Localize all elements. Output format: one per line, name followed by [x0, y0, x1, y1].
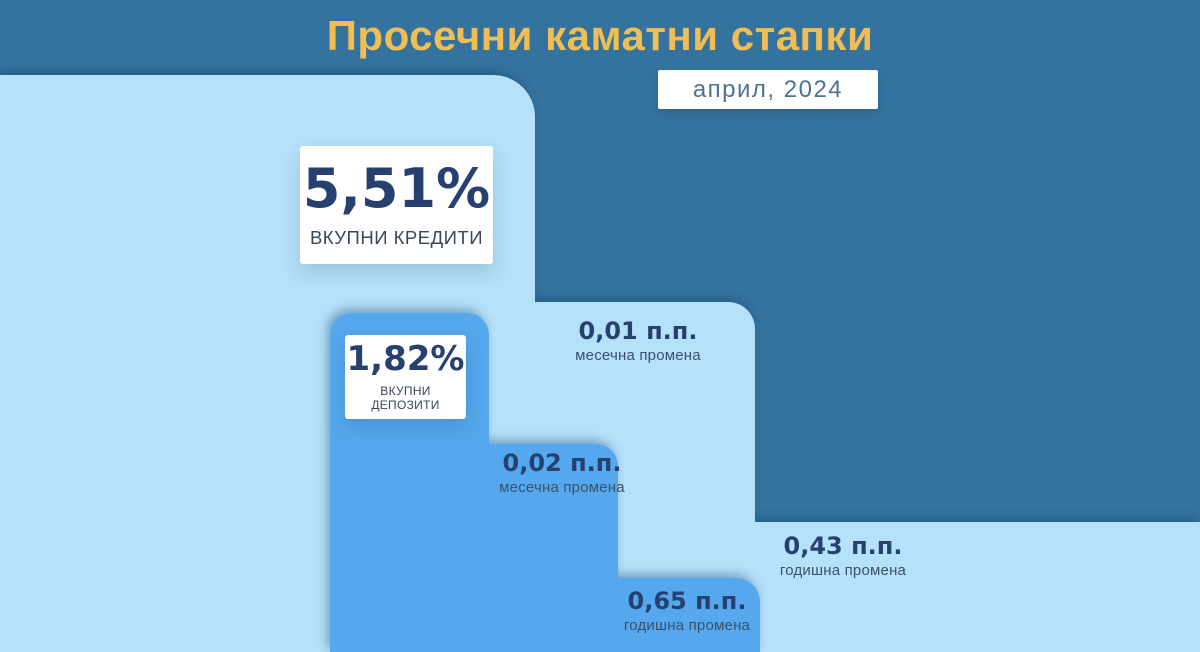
loans-annual-change-value: 0,43 п.п.: [783, 532, 903, 560]
loans-annual-change-label: годишна промена: [779, 562, 907, 580]
deposits-annual-change-label: годишна промена: [623, 617, 751, 635]
deposits-monthly-change-value: 0,02 п.п.: [502, 449, 622, 477]
loans-rate-value: 5,51%: [302, 157, 491, 221]
deposits-annual-change: 0,65 п.п. годишна промена: [557, 587, 817, 635]
deposits-monthly-change: 0,02 п.п. месечна промена: [432, 449, 692, 497]
deposits-card: 1,82% ВКУПНИ ДЕПОЗИТИ: [345, 335, 466, 419]
loans-annual-change: 0,43 п.п. годишна промена: [713, 532, 973, 580]
loans-monthly-change-value: 0,01 п.п.: [578, 317, 698, 345]
loans-rate-label: ВКУПНИ КРЕДИТИ: [309, 226, 484, 248]
loans-monthly-change: 0,01 п.п. месечна промена: [508, 317, 768, 365]
deposits-monthly-change-label: месечна промена: [499, 479, 625, 497]
deposits-rate-label: ВКУПНИ ДЕПОЗИТИ: [371, 383, 440, 412]
date-label: април, 2024: [692, 75, 844, 103]
date-badge: април, 2024: [658, 70, 878, 109]
loans-card: 5,51% ВКУПНИ КРЕДИТИ: [300, 146, 493, 264]
deposits-annual-change-value: 0,65 п.п.: [627, 587, 747, 615]
deposits-rate-value: 1,82%: [346, 339, 465, 380]
loans-monthly-change-label: месечна промена: [575, 347, 701, 365]
page-title: Просечни каматни стапки: [326, 12, 874, 59]
